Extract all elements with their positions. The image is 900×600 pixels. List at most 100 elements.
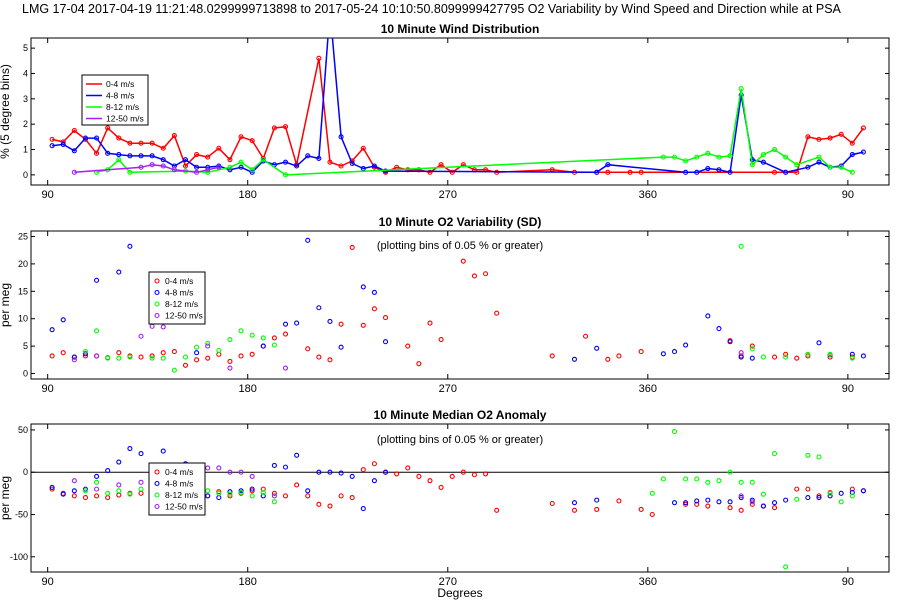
data-point bbox=[216, 465, 222, 471]
data-point bbox=[760, 354, 766, 360]
data-point bbox=[694, 169, 700, 175]
data-point bbox=[149, 355, 155, 361]
data-point bbox=[282, 159, 289, 165]
data-point bbox=[860, 149, 866, 155]
data-point bbox=[249, 493, 255, 499]
data-point bbox=[382, 315, 389, 321]
data-point bbox=[138, 451, 144, 457]
data-point bbox=[771, 169, 778, 175]
y-tick-label: 0 bbox=[23, 369, 28, 379]
data-point bbox=[260, 343, 266, 349]
legend-label: 4-8 m/s bbox=[106, 91, 134, 101]
legend-label: 4-8 m/s bbox=[165, 479, 193, 489]
data-point bbox=[249, 486, 255, 492]
data-point bbox=[494, 310, 500, 316]
data-point bbox=[794, 496, 800, 502]
data-point bbox=[227, 358, 233, 365]
data-point bbox=[205, 167, 211, 173]
data-point bbox=[338, 321, 344, 327]
data-point bbox=[94, 277, 100, 283]
data-point bbox=[705, 313, 711, 319]
data-point bbox=[138, 354, 144, 360]
data-point bbox=[105, 150, 111, 156]
x-tick-label: 360 bbox=[639, 189, 657, 201]
data-point bbox=[60, 491, 66, 497]
data-point bbox=[671, 429, 678, 435]
data-point bbox=[171, 367, 177, 373]
data-point bbox=[238, 159, 244, 165]
x-axis-label: Degrees bbox=[437, 586, 482, 600]
data-point bbox=[783, 564, 789, 570]
data-point bbox=[838, 164, 844, 170]
data-point bbox=[316, 354, 322, 360]
panel-title: 10 Minute O2 Variability (SD) bbox=[379, 215, 542, 229]
data-point bbox=[660, 154, 666, 160]
chart-panel-3: 10 Minute Median O2 Anomaly (plotting bin… bbox=[0, 408, 890, 600]
data-point bbox=[160, 157, 166, 163]
data-point bbox=[449, 169, 455, 175]
data-point bbox=[227, 469, 233, 475]
data-point bbox=[160, 324, 166, 330]
y-axis-label: per meg bbox=[0, 283, 12, 327]
legend-box bbox=[148, 271, 206, 325]
data-point bbox=[760, 152, 766, 158]
data-point bbox=[749, 479, 755, 485]
data-point bbox=[794, 355, 800, 361]
data-point bbox=[783, 154, 789, 160]
data-point bbox=[849, 486, 855, 492]
data-point bbox=[816, 154, 822, 160]
data-point bbox=[82, 135, 89, 141]
data-point bbox=[71, 127, 77, 134]
data-point bbox=[683, 169, 689, 175]
data-point bbox=[771, 354, 778, 360]
data-point bbox=[227, 365, 233, 371]
data-point bbox=[705, 165, 711, 172]
data-point bbox=[49, 143, 55, 149]
data-point bbox=[260, 486, 266, 492]
data-point bbox=[738, 479, 744, 485]
data-point bbox=[194, 344, 200, 350]
legend-label: 12-50 m/s bbox=[165, 311, 203, 321]
data-point bbox=[749, 346, 755, 352]
data-point bbox=[805, 353, 811, 359]
data-point bbox=[849, 489, 855, 496]
data-point bbox=[160, 145, 166, 151]
data-point bbox=[749, 355, 755, 361]
data-point bbox=[116, 459, 122, 465]
data-point bbox=[49, 327, 55, 333]
data-point bbox=[305, 493, 311, 499]
data-point bbox=[816, 159, 822, 165]
data-point bbox=[271, 490, 277, 496]
data-point bbox=[249, 167, 255, 173]
y-tick-label: 15 bbox=[18, 286, 28, 296]
data-point bbox=[60, 141, 66, 147]
legend-swatch bbox=[154, 469, 160, 475]
y-tick-label: 5 bbox=[23, 341, 28, 351]
legend-swatch bbox=[154, 503, 160, 510]
data-point bbox=[749, 162, 755, 168]
chart-panel-2: 10 Minute O2 Variability (SD) (plotting b… bbox=[0, 215, 890, 395]
data-point bbox=[105, 355, 111, 361]
data-point bbox=[649, 490, 655, 496]
data-point bbox=[282, 321, 289, 327]
data-point bbox=[216, 489, 222, 495]
data-point bbox=[594, 345, 600, 351]
data-point bbox=[71, 169, 77, 175]
data-point bbox=[727, 499, 733, 505]
data-point bbox=[471, 472, 477, 478]
y-axis-label: % (5 degree bins) bbox=[0, 64, 12, 159]
x-tick-label: 180 bbox=[239, 576, 257, 588]
data-point bbox=[816, 495, 822, 501]
data-point bbox=[683, 500, 689, 506]
plot-frame bbox=[30, 230, 890, 380]
data-point bbox=[638, 506, 644, 512]
data-point bbox=[749, 497, 755, 503]
data-point bbox=[260, 493, 266, 499]
data-point bbox=[816, 454, 822, 460]
data-point bbox=[260, 489, 266, 496]
data-point bbox=[127, 153, 133, 159]
data-point bbox=[116, 350, 122, 356]
data-point bbox=[671, 349, 678, 355]
data-point bbox=[605, 162, 611, 168]
